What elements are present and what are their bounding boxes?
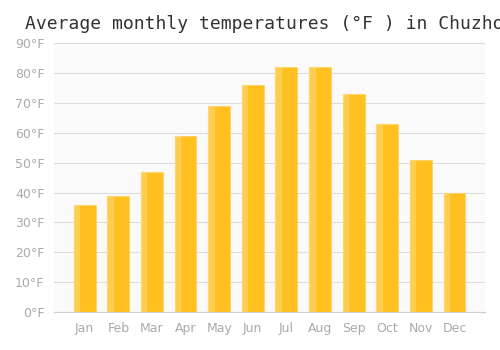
Bar <box>376 124 398 312</box>
Bar <box>74 204 80 312</box>
Bar <box>410 160 416 312</box>
Bar <box>276 67 297 312</box>
Bar <box>74 204 96 312</box>
Bar <box>208 106 230 312</box>
Title: Average monthly temperatures (°F ) in Chuzhou: Average monthly temperatures (°F ) in Ch… <box>25 15 500 33</box>
Bar <box>376 124 382 312</box>
Bar <box>208 106 214 312</box>
Bar <box>141 172 163 312</box>
Bar <box>242 85 264 312</box>
Bar <box>108 196 113 312</box>
Bar <box>444 193 449 312</box>
Bar <box>410 160 432 312</box>
Bar <box>141 172 146 312</box>
Bar <box>174 136 180 312</box>
Bar <box>309 67 331 312</box>
Bar <box>444 193 466 312</box>
Bar <box>174 136 197 312</box>
Bar <box>242 85 248 312</box>
Bar <box>342 94 348 312</box>
Bar <box>108 196 130 312</box>
Bar <box>309 67 314 312</box>
Bar <box>342 94 364 312</box>
Bar <box>276 67 281 312</box>
